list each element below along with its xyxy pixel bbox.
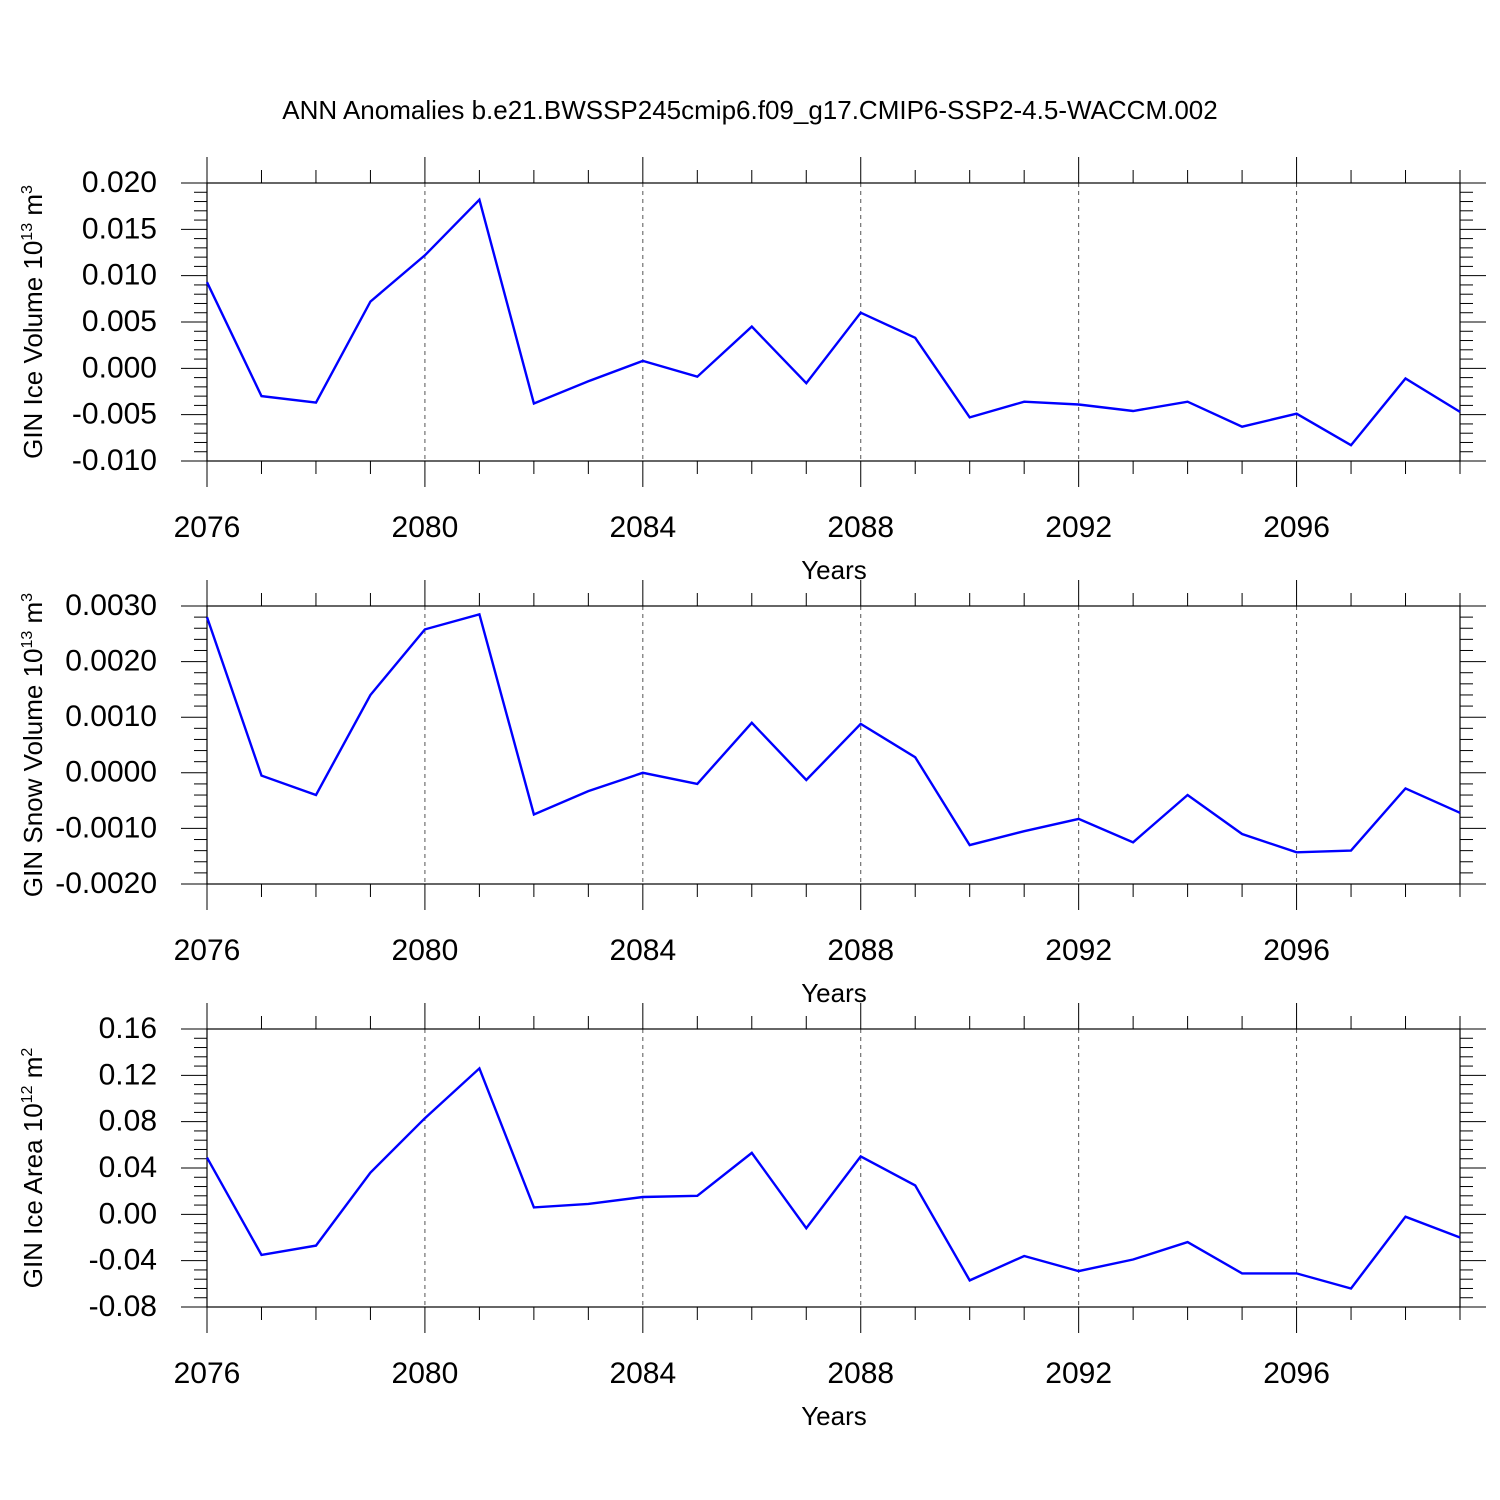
x-axis-label: Years: [801, 1401, 867, 1431]
series-line: [205, 197, 1461, 447]
y-axis-label: GIN Ice Volume 1013 m3: [18, 185, 48, 459]
y-tick-label: 0.010: [82, 259, 157, 292]
y-axis-label-unit: m: [18, 194, 48, 223]
y-tick-label: -0.08: [89, 1290, 157, 1323]
y-tick-label: 0.04: [99, 1151, 157, 1184]
panel-1: -0.010 -0.005 0.000 0.005 0.010 0.015 0.020 207…: [18, 157, 1486, 585]
y-tick-label: -0.005: [72, 398, 157, 431]
y-tick-label: 0.08: [99, 1105, 157, 1138]
y-tick-label: 0.0000: [65, 756, 157, 789]
x-tick-label: 2084: [609, 511, 676, 544]
series-line: [205, 1066, 1461, 1290]
y-axis-label-exponent: 13: [19, 631, 36, 649]
y-tick-label: 0.015: [82, 212, 157, 245]
y-axis-label-unit-exponent: 3: [19, 593, 36, 602]
y-axis-label-exponent: 13: [19, 223, 36, 241]
y-tick-label: 0.020: [82, 166, 157, 199]
y-axis-label-text: GIN Ice Area 10: [18, 1103, 48, 1288]
y-axis-label: GIN Ice Area 1012 m2: [18, 1048, 48, 1289]
x-tick-label: 2084: [609, 1357, 676, 1390]
y-tick-label: -0.04: [89, 1244, 157, 1277]
x-tick-label: 2092: [1045, 511, 1112, 544]
x-tick-label: 2096: [1263, 1357, 1330, 1390]
y-tick-label: 0.12: [99, 1058, 157, 1091]
x-axis-label: Years: [801, 978, 867, 1008]
x-tick-label: 2076: [174, 511, 241, 544]
y-tick-label: 0.16: [99, 1012, 157, 1045]
panel-2: -0.0020 -0.0010 0.0000 0.0010 0.0020 0.0030 20…: [18, 580, 1486, 1008]
y-tick-label: 0.0010: [65, 700, 157, 733]
x-axis-label: Years: [801, 555, 867, 585]
x-tick-label: 2088: [827, 1357, 894, 1390]
x-tick-label: 2092: [1045, 1357, 1112, 1390]
x-tick-label: 2076: [174, 934, 241, 967]
x-tick-label: 2088: [827, 934, 894, 967]
y-axis-label-exponent: 12: [19, 1085, 36, 1103]
x-tick-label: 2092: [1045, 934, 1112, 967]
y-axis-label-text: GIN Ice Volume 10: [18, 241, 48, 459]
plot-frame: [206, 605, 1461, 885]
x-tick-label: 2084: [609, 934, 676, 967]
y-axis-label: GIN Snow Volume 1013 m3: [18, 593, 48, 897]
plot-frame: [206, 1028, 1461, 1308]
y-axis-label-unit: m: [18, 602, 48, 631]
x-tick-label: 2096: [1263, 934, 1330, 967]
series-line: [205, 612, 1461, 854]
x-tick-label: 2088: [827, 511, 894, 544]
figure-title: ANN Anomalies b.e21.BWSSP245cmip6.f09_g1…: [282, 95, 1217, 125]
y-axis-label-unit-exponent: 3: [19, 185, 36, 194]
x-tick-label: 2080: [392, 511, 459, 544]
y-tick-label: 0.000: [82, 351, 157, 384]
y-tick-label: 0.00: [99, 1197, 157, 1230]
y-axis-label-unit-exponent: 2: [19, 1048, 36, 1057]
x-tick-label: 2096: [1263, 511, 1330, 544]
y-tick-label: -0.0020: [55, 867, 157, 900]
x-tick-label: 2080: [392, 1357, 459, 1390]
y-tick-label: -0.0010: [55, 811, 157, 844]
y-tick-label: -0.010: [72, 444, 157, 477]
y-axis-label-text: GIN Snow Volume 10: [18, 649, 48, 898]
x-tick-label: 2076: [174, 1357, 241, 1390]
y-tick-label: 0.0020: [65, 645, 157, 678]
y-tick-label: 0.0030: [65, 589, 157, 622]
y-tick-label: 0.005: [82, 305, 157, 338]
panel-3: -0.08 -0.04 0.00 0.04 0.08 0.12 0.16 2076 2080 20…: [18, 1003, 1486, 1431]
y-axis-label-unit: m: [18, 1057, 48, 1086]
x-tick-label: 2080: [392, 934, 459, 967]
panels: -0.010 -0.005 0.000 0.005 0.010 0.015 0.020 207…: [18, 157, 1486, 1431]
